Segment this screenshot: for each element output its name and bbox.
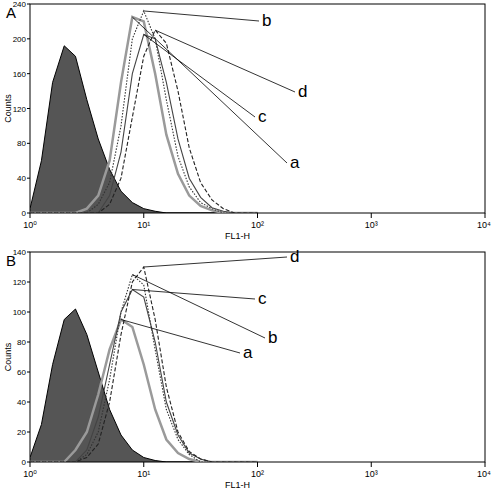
series-label: b — [268, 328, 277, 347]
x-tick — [371, 213, 372, 218]
x-tick — [30, 462, 31, 467]
series-label: c — [258, 107, 267, 126]
plot-frame — [30, 252, 485, 462]
y-tick — [27, 38, 30, 39]
y-tick-label: 0 — [22, 209, 27, 218]
y-tick — [27, 178, 30, 179]
x-tick-label: 10⁴ — [477, 469, 491, 479]
y-tick — [27, 372, 30, 373]
y-tick — [27, 342, 30, 343]
series-label: a — [243, 343, 253, 362]
x-tick-label: 10² — [251, 469, 264, 479]
leader-line — [155, 30, 295, 92]
y-tick — [27, 282, 30, 283]
leader-line — [144, 34, 255, 117]
panel: A10⁰10¹10²10³10⁴04080120160200240FL1-HCo… — [3, 0, 491, 241]
y-tick — [27, 143, 30, 144]
x-tick-label: 10⁰ — [23, 220, 37, 230]
x-tick — [371, 462, 372, 467]
y-tick — [27, 252, 30, 253]
y-tick-label: 120 — [13, 105, 27, 114]
y-tick-label: 80 — [17, 338, 26, 347]
plot-frame — [30, 4, 485, 213]
y-axis-label: Counts — [3, 342, 13, 371]
series-label: d — [290, 247, 299, 266]
x-tick-label: 10¹ — [137, 220, 150, 230]
histogram-line — [30, 290, 258, 463]
series-label: d — [298, 82, 307, 101]
histogram-line — [30, 30, 258, 213]
histogram-line — [30, 17, 258, 213]
y-tick-label: 40 — [17, 174, 26, 183]
y-tick-label: 0 — [22, 458, 27, 467]
histogram-line — [30, 34, 258, 213]
x-axis-label: FL1-H — [225, 231, 250, 241]
leader-line — [144, 11, 259, 21]
leader-line — [132, 17, 287, 163]
x-tick — [30, 213, 31, 218]
y-tick — [27, 462, 30, 463]
y-tick-label: 240 — [13, 0, 27, 9]
y-tick — [27, 4, 30, 5]
y-tick — [27, 432, 30, 433]
y-tick-label: 140 — [13, 248, 27, 257]
series-label: c — [258, 289, 267, 308]
x-tick — [257, 213, 258, 218]
x-tick — [485, 462, 486, 467]
plot-area — [30, 11, 258, 213]
plot-area — [30, 267, 258, 462]
x-tick — [257, 462, 258, 467]
leader-line — [144, 257, 287, 267]
histogram-line — [30, 275, 258, 463]
y-tick-label: 80 — [17, 139, 26, 148]
histogram-line — [30, 320, 258, 463]
x-tick — [143, 213, 144, 218]
panel: B10⁰10¹10²10³10⁴020406080100120140FL1-HC… — [3, 247, 491, 490]
x-tick-label: 10² — [251, 220, 264, 230]
leader-line — [121, 320, 240, 354]
y-tick — [27, 213, 30, 214]
series-label: b — [262, 11, 271, 30]
x-tick-label: 10¹ — [137, 469, 150, 479]
x-tick-label: 10⁰ — [23, 469, 37, 479]
y-tick-label: 40 — [17, 398, 26, 407]
figure: A10⁰10¹10²10³10⁴04080120160200240FL1-HCo… — [0, 0, 500, 496]
y-tick-label: 200 — [13, 35, 27, 44]
series-label: a — [290, 153, 300, 172]
x-tick-label: 10⁴ — [477, 220, 491, 230]
y-tick-label: 120 — [13, 278, 27, 287]
y-tick — [27, 312, 30, 313]
leader-line — [132, 275, 265, 339]
y-axis-label: Counts — [3, 94, 13, 123]
histogram-line — [30, 11, 258, 213]
x-axis-label: FL1-H — [225, 480, 250, 490]
y-tick — [27, 108, 30, 109]
y-tick — [27, 73, 30, 74]
y-tick-label: 100 — [13, 308, 27, 317]
x-tick — [143, 462, 144, 467]
x-tick-label: 10³ — [365, 220, 378, 230]
y-tick-label: 60 — [17, 368, 26, 377]
histogram-line — [30, 267, 258, 462]
filled-histogram — [30, 309, 258, 462]
filled-histogram — [30, 46, 258, 213]
y-tick — [27, 402, 30, 403]
y-tick-label: 160 — [13, 70, 27, 79]
y-tick-label: 20 — [17, 428, 26, 437]
leader-line — [132, 290, 255, 300]
x-tick — [485, 213, 486, 218]
x-tick-label: 10³ — [365, 469, 378, 479]
